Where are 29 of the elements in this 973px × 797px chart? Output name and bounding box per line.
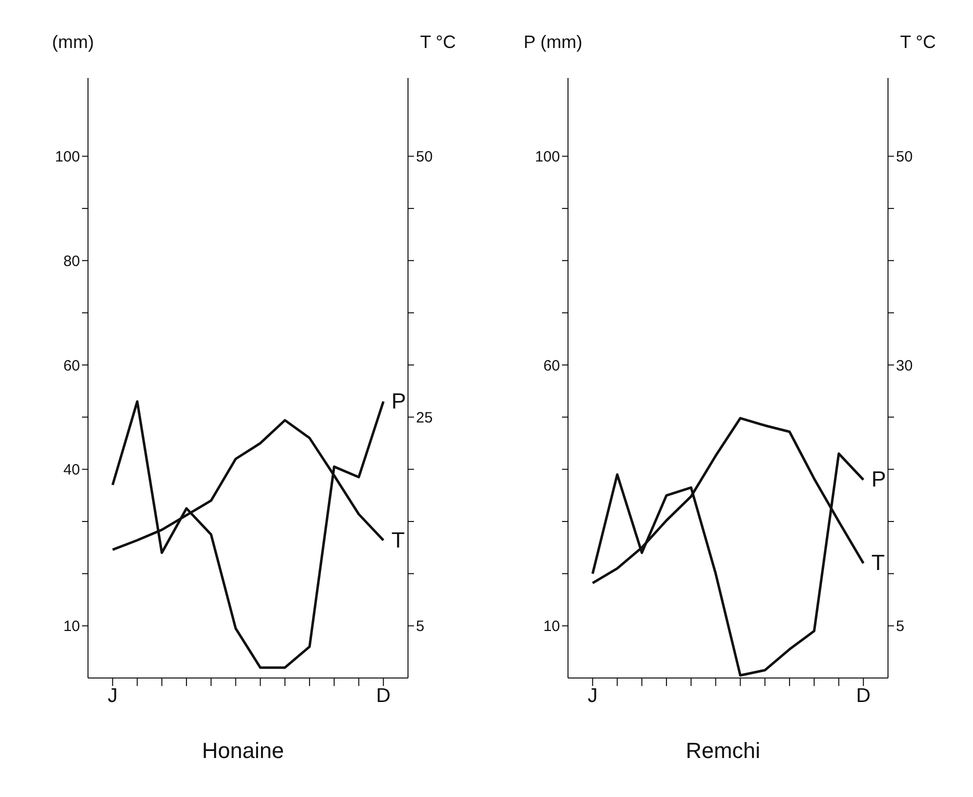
y2-tick-label: 5: [896, 618, 904, 636]
y-tick-label: 80: [63, 252, 80, 270]
text: Honaine: [201, 738, 285, 764]
x-tick-label: J: [108, 685, 118, 708]
y2-axis-title: T °C: [420, 32, 456, 52]
line-series: [111, 400, 385, 669]
y-tick-label: 100: [534, 148, 560, 166]
y-axis-title: (mm): [52, 32, 94, 52]
y-tick-label: 100: [54, 148, 80, 166]
x-tick-label: D: [376, 685, 391, 708]
series-label: P: [871, 466, 886, 492]
y-tick-label: 10: [63, 618, 80, 636]
y-tick-label: 60: [63, 357, 80, 374]
y2-axis-title: T °C: [900, 32, 936, 52]
series-label: T: [391, 527, 405, 552]
series-label: P: [391, 388, 406, 414]
y2-tick-label: 50: [896, 148, 913, 166]
y2-tick-label: 25: [416, 409, 433, 426]
text: Remchi: [684, 738, 762, 764]
y-tick-label: 10: [543, 618, 560, 636]
x-tick-label: J: [588, 685, 598, 708]
y-tick-label: 60: [543, 357, 560, 374]
y2-tick-label: 30: [896, 357, 913, 374]
y-axis-title: P (mm): [524, 32, 582, 52]
x-tick-label: D: [856, 685, 871, 708]
y2-tick-label: 50: [416, 148, 433, 166]
y2-tick-label: 5: [416, 618, 424, 636]
y-tick-label: 40: [63, 462, 80, 479]
series-label: T: [871, 550, 885, 576]
